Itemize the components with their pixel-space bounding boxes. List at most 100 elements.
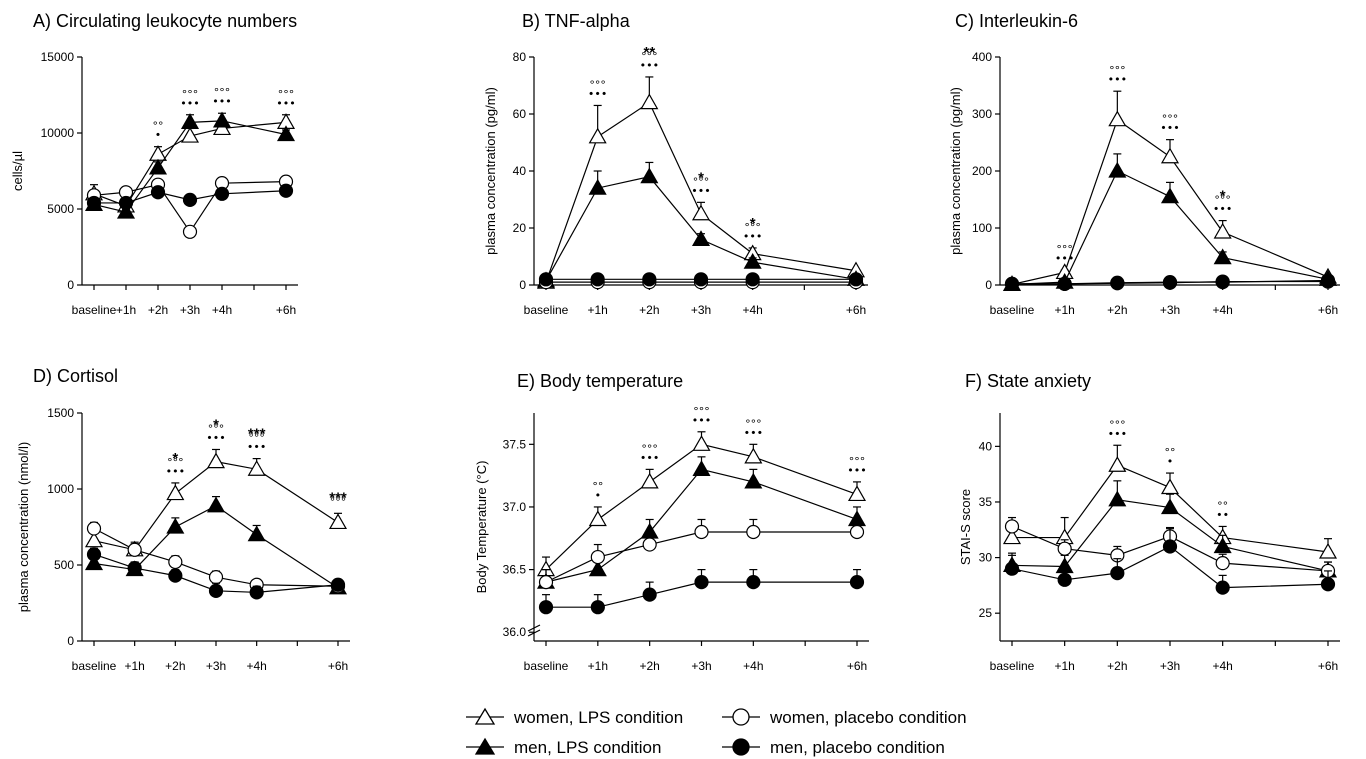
- data-point: [1004, 561, 1020, 576]
- data-point: [692, 460, 711, 476]
- x-tick-label: +4h: [246, 659, 266, 673]
- data-point: [1057, 541, 1072, 556]
- significance-marker: °°°: [744, 221, 761, 234]
- data-point: [150, 185, 166, 200]
- data-point: [588, 127, 607, 144]
- x-tick-label: baseline: [524, 659, 569, 673]
- y-tick-label: 15000: [41, 50, 75, 64]
- data-point: [84, 531, 104, 548]
- x-tick-label: baseline: [72, 303, 117, 317]
- y-tick-label: 0: [985, 278, 992, 292]
- significance-marker: •: [1167, 455, 1174, 468]
- data-point: [278, 183, 294, 198]
- series-line: [1011, 545, 1329, 589]
- data-point: [276, 125, 296, 142]
- significance-marker: ***: [329, 489, 347, 506]
- data-point: [640, 167, 659, 184]
- data-point: [328, 513, 348, 530]
- data-point: [1057, 572, 1072, 587]
- x-tick-label: +4h: [743, 659, 763, 673]
- data-point: [849, 575, 865, 590]
- significance-marker: °°°: [641, 50, 658, 63]
- y-tick-label: 100: [972, 221, 992, 235]
- y-axis-label: plasma concentration (pg/ml): [948, 87, 963, 255]
- y-axis-label: cells/µl: [10, 151, 25, 191]
- significance-marker: °°°: [182, 88, 199, 101]
- significance-marker: °°°: [693, 405, 710, 418]
- series-line: [93, 527, 339, 587]
- data-point: [1320, 273, 1336, 288]
- data-point: [691, 230, 711, 246]
- x-tick-label: +1h: [1054, 659, 1074, 673]
- significance-marker: •••: [743, 230, 762, 243]
- significance-marker: ***: [248, 426, 266, 443]
- data-point: [1162, 539, 1178, 554]
- significance-marker: •••: [692, 414, 711, 427]
- y-axis-label: Body Temperature (°C): [474, 461, 489, 594]
- series-line: [545, 176, 857, 282]
- data-point: [212, 111, 232, 128]
- chart-panel-1: A) Circulating leukocyte numbers cells/µl…: [10, 11, 298, 317]
- x-tick-label: baseline: [72, 659, 117, 673]
- x-tick-label: +1h: [588, 659, 608, 673]
- data-point: [1108, 161, 1127, 178]
- data-point: [588, 178, 607, 195]
- series-women-placebo-condition: [538, 518, 865, 590]
- x-tick-label: +3h: [1160, 303, 1180, 317]
- data-point: [590, 549, 605, 565]
- series-line: [545, 101, 857, 283]
- chart-title: D) Cortisol: [33, 366, 118, 386]
- y-tick-label: 20: [513, 221, 527, 235]
- data-point: [1215, 275, 1230, 290]
- data-point: [1110, 566, 1125, 581]
- y-tick-label: 300: [972, 107, 992, 121]
- y-tick-label: 1000: [47, 482, 74, 496]
- significance-marker: °°°: [208, 422, 225, 435]
- data-point: [744, 472, 763, 489]
- significance-marker: *: [1220, 188, 1226, 205]
- data-point: [166, 484, 185, 501]
- data-point: [640, 472, 659, 489]
- data-point: [1213, 537, 1232, 554]
- x-tick-label: +4h: [1212, 659, 1232, 673]
- series-line: [93, 120, 287, 213]
- y-tick-label: 36.5: [503, 563, 527, 577]
- data-point: [1002, 528, 1022, 545]
- y-tick-label: 1500: [47, 406, 74, 420]
- x-tick-label: +3h: [691, 659, 711, 673]
- series-line: [1011, 499, 1329, 572]
- data-point: [168, 554, 183, 570]
- series-line: [545, 468, 858, 583]
- data-point: [182, 224, 198, 239]
- x-tick-label: +2h: [165, 659, 185, 673]
- data-point: [692, 435, 711, 451]
- y-axis-label: plasma concentration (pg/ml): [483, 87, 498, 255]
- y-tick-label: 0: [67, 278, 74, 292]
- x-tick-label: baseline: [990, 303, 1035, 317]
- series-line: [1011, 118, 1329, 286]
- data-point: [694, 524, 709, 540]
- y-tick-label: 30: [979, 551, 993, 565]
- x-tick-label: +4h: [212, 303, 232, 317]
- y-tick-label: 200: [972, 164, 992, 178]
- significance-marker: •••: [1108, 73, 1127, 86]
- data-point: [247, 460, 266, 476]
- x-tick-label: +3h: [691, 303, 711, 317]
- x-tick-label: +6h: [847, 659, 867, 673]
- data-point: [745, 272, 760, 287]
- x-tick-label: +3h: [1160, 659, 1180, 673]
- y-tick-label: 40: [513, 164, 527, 178]
- significance-marker: •••: [640, 59, 659, 72]
- significance-marker: °°°: [693, 175, 710, 188]
- significance-marker: °°°: [330, 495, 347, 508]
- data-point: [744, 447, 763, 464]
- data-point: [538, 600, 554, 615]
- significance-marker: •: [155, 129, 162, 142]
- x-tick-label: +2h: [639, 303, 659, 317]
- significance-marker: •••: [640, 451, 659, 464]
- data-point: [330, 577, 346, 592]
- data-point: [642, 272, 657, 287]
- series-men-placebo-condition: [1004, 528, 1336, 595]
- data-point: [116, 202, 136, 219]
- chart-title: F) State anxiety: [965, 371, 1091, 391]
